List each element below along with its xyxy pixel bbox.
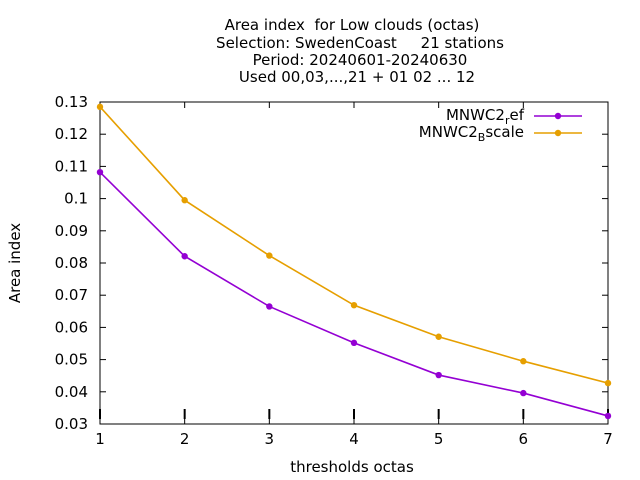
x-axis-title: thresholds octas: [290, 458, 414, 476]
data-point: [604, 379, 612, 387]
data-point: [350, 339, 358, 347]
data-point: [520, 389, 527, 397]
title-line-4: Used 00,03,...,21 + 01 02 ... 12: [239, 68, 475, 86]
data-point: [266, 303, 273, 310]
legend-label-mnwc2-bscale: MNWC2Bscale: [419, 123, 524, 144]
y-axis-title: Area index: [6, 223, 24, 303]
legend: MNWC2ref MNWC2Bscale: [419, 106, 582, 144]
y-tick-label: 0.12: [55, 125, 88, 143]
chart-title: Area index for Low clouds (octas) Select…: [216, 16, 504, 86]
series-layer: [96, 103, 612, 420]
y-tick-label: 0.06: [55, 318, 88, 336]
y-tick-label: 0.09: [55, 222, 88, 240]
data-point: [604, 412, 612, 420]
x-tick-label: 4: [349, 430, 359, 448]
legend-label-1-rest: scale: [485, 123, 524, 141]
y-tick-label: 0.03: [55, 415, 88, 433]
x-tick-label: 5: [434, 430, 444, 448]
y-tick-label: 0.08: [55, 254, 88, 272]
title-line-3: Period: 20240601-20240630: [253, 51, 468, 69]
series-0: [96, 168, 612, 420]
data-point: [350, 301, 358, 309]
data-point: [181, 197, 188, 204]
x-tick-label: 2: [180, 430, 190, 448]
x-tick-label: 7: [603, 430, 613, 448]
y-axis: 0.03 0.04 0.05 0.06 0.07 0.08 0.09 0.1 0.11 0.12 0…: [55, 93, 608, 433]
data-point: [96, 168, 104, 176]
y-tick-label: 0.1: [64, 190, 88, 208]
data-point: [181, 253, 188, 260]
legend-label-mnwc2-ref: MNWC2ref: [446, 106, 525, 127]
title-line-1: Area index for Low clouds (octas): [225, 16, 480, 34]
y-tick-label: 0.07: [55, 286, 88, 304]
x-tick-label: 3: [265, 430, 275, 448]
series-1: [96, 103, 612, 387]
legend-label-1-main: MNWC2: [419, 123, 478, 141]
legend-label-0-rest: ef: [509, 106, 524, 124]
series-line: [99, 171, 609, 417]
title-line-2: Selection: SwedenCoast 21 stations: [216, 34, 504, 52]
data-point: [96, 103, 104, 111]
plot-frame: [99, 101, 609, 425]
legend-swatch-point: [554, 129, 562, 137]
data-point: [435, 371, 442, 379]
y-tick-label: 0.11: [55, 157, 88, 175]
x-tick-label: 6: [519, 430, 529, 448]
y-tick-label: 0.05: [55, 351, 88, 369]
legend-swatch-point: [554, 112, 562, 120]
data-point: [266, 252, 273, 259]
legend-label-0-sub: r: [505, 114, 510, 127]
y-tick-label: 0.13: [55, 93, 88, 111]
legend-label-1-sub: B: [478, 131, 486, 144]
data-point: [520, 358, 527, 365]
x-tick-label: 1: [95, 430, 105, 448]
legend-label-0-main: MNWC2: [446, 106, 505, 124]
y-tick-label: 0.04: [55, 383, 88, 401]
data-point: [435, 333, 442, 340]
